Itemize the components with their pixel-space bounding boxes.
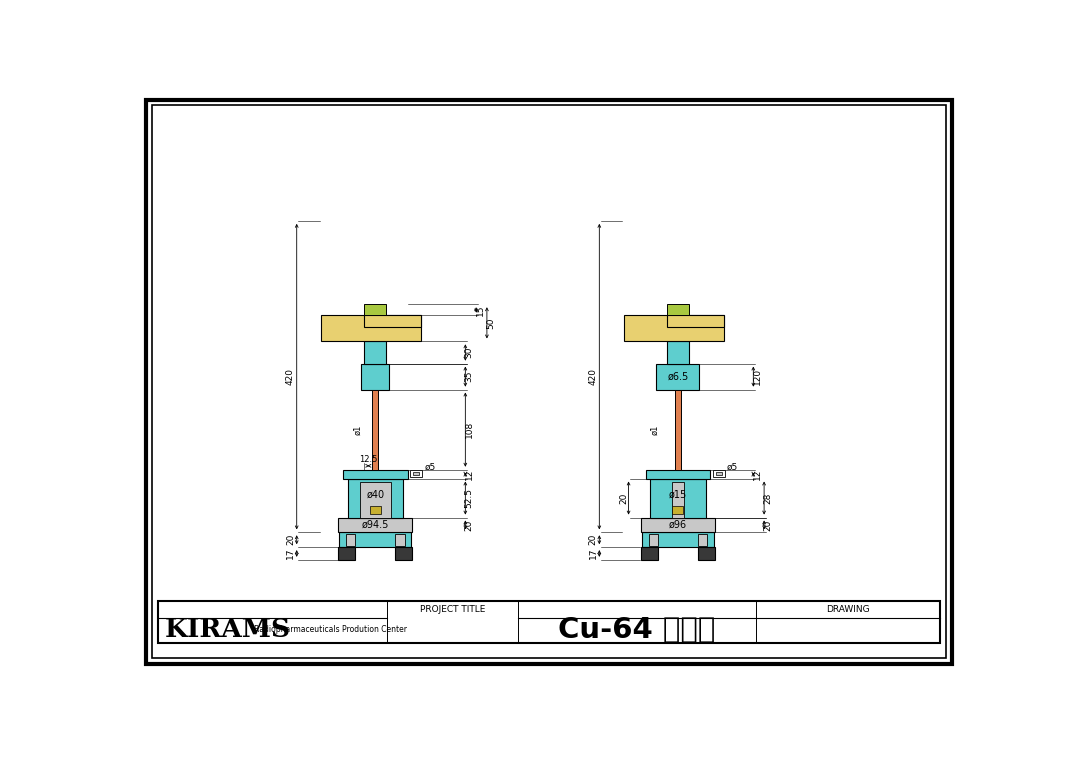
Bar xyxy=(413,472,419,475)
Text: ø5: ø5 xyxy=(727,463,738,472)
Bar xyxy=(369,506,380,514)
Text: 30: 30 xyxy=(465,347,473,358)
Bar xyxy=(650,478,706,518)
Text: Cu-64 도금조: Cu-64 도금조 xyxy=(558,616,715,644)
Bar xyxy=(410,470,422,477)
Text: 420: 420 xyxy=(589,368,598,385)
Text: 12: 12 xyxy=(753,469,761,480)
Bar xyxy=(340,532,411,547)
Text: ø94.5: ø94.5 xyxy=(362,520,389,530)
Bar xyxy=(715,472,722,475)
Text: 120: 120 xyxy=(753,368,761,385)
Bar xyxy=(364,341,386,363)
Bar xyxy=(343,469,408,478)
Bar xyxy=(347,478,403,518)
Bar xyxy=(649,534,658,546)
Text: ø1: ø1 xyxy=(650,425,660,435)
Bar xyxy=(667,341,689,363)
Bar xyxy=(373,390,378,469)
Text: DRAWING: DRAWING xyxy=(826,605,870,614)
Text: PROJECT TITLE: PROJECT TITLE xyxy=(420,605,485,614)
Bar xyxy=(667,316,724,326)
Bar xyxy=(624,316,724,341)
Bar xyxy=(646,469,710,478)
Bar xyxy=(364,304,386,316)
Text: 20: 20 xyxy=(465,519,473,531)
Text: 52.5: 52.5 xyxy=(465,488,473,508)
Bar xyxy=(321,221,333,532)
Text: Radiopharmaceuticals Prodution Center: Radiopharmaceuticals Prodution Center xyxy=(254,625,407,634)
Text: ø96: ø96 xyxy=(668,520,687,530)
Text: 12.5: 12.5 xyxy=(359,455,377,464)
Bar xyxy=(672,482,684,518)
Text: 17: 17 xyxy=(286,548,295,559)
Text: ø15: ø15 xyxy=(668,489,687,500)
Bar xyxy=(360,482,391,518)
Text: 420: 420 xyxy=(286,368,295,385)
Text: KIRAMS: KIRAMS xyxy=(164,618,290,643)
Text: ø1: ø1 xyxy=(353,425,363,435)
Bar xyxy=(657,363,699,390)
Bar xyxy=(675,390,681,469)
Bar xyxy=(395,547,412,559)
Bar xyxy=(321,316,422,341)
Text: ø6.5: ø6.5 xyxy=(667,372,689,382)
Bar xyxy=(361,363,389,390)
Bar xyxy=(712,470,725,477)
Bar xyxy=(640,547,658,559)
Text: 28: 28 xyxy=(764,492,772,503)
Text: 108: 108 xyxy=(465,421,473,438)
Bar xyxy=(346,534,356,546)
Text: 50: 50 xyxy=(486,317,495,329)
Text: 12: 12 xyxy=(465,469,473,480)
Text: 20: 20 xyxy=(589,534,598,546)
Bar xyxy=(338,518,412,532)
Text: 35: 35 xyxy=(465,371,473,382)
Text: 20: 20 xyxy=(764,519,772,531)
Text: ø5: ø5 xyxy=(424,463,436,472)
Bar xyxy=(364,316,422,326)
Bar xyxy=(159,600,939,643)
Bar xyxy=(624,221,635,532)
Bar xyxy=(640,518,714,532)
Text: ø40: ø40 xyxy=(366,489,384,500)
Text: 20: 20 xyxy=(286,534,295,546)
Bar xyxy=(698,534,707,546)
Bar xyxy=(642,532,714,547)
Text: 17: 17 xyxy=(589,548,598,559)
Bar xyxy=(338,547,356,559)
Bar xyxy=(673,506,683,514)
Bar xyxy=(667,304,689,316)
Bar xyxy=(698,547,714,559)
Text: 20: 20 xyxy=(619,492,629,503)
Text: 15: 15 xyxy=(476,304,484,316)
Bar xyxy=(395,534,405,546)
